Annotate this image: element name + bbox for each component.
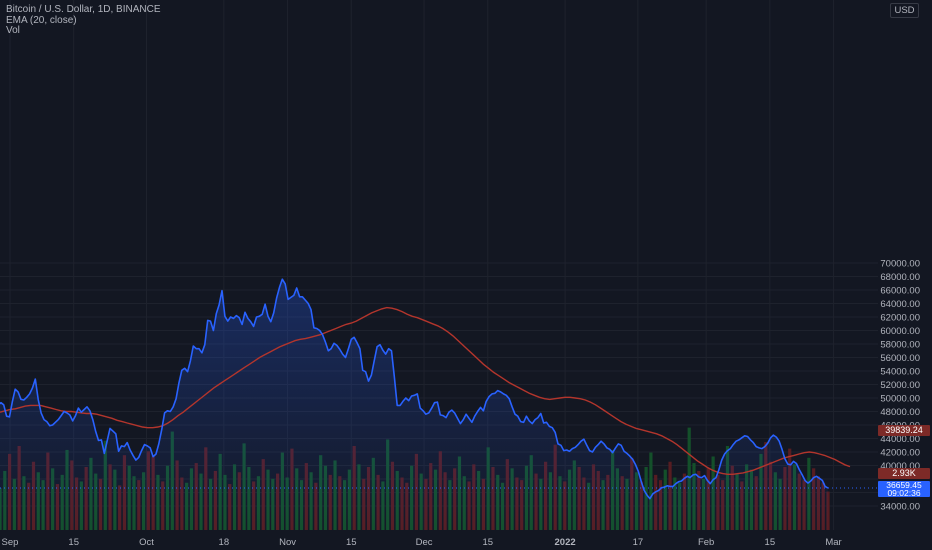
x-tick-label: 18 (219, 537, 230, 548)
price-value: 36659.45 (886, 480, 922, 490)
y-tick-label: 54000.00 (880, 367, 920, 378)
x-tick-label: 2022 (555, 537, 576, 548)
ema-value-tag: 39839.24 (878, 425, 930, 436)
y-tick-label: 52000.00 (880, 380, 920, 391)
price-value-tag: 36659.45 09:02:36 (878, 481, 930, 497)
y-tick-label: 58000.00 (880, 340, 920, 351)
x-tick-label: Dec (416, 537, 433, 548)
x-tick-label: 17 (633, 537, 644, 548)
price-area (0, 279, 828, 530)
y-tick-label: 50000.00 (880, 394, 920, 405)
x-tick-label: 15 (482, 537, 493, 548)
y-tick-label: 56000.00 (880, 353, 920, 364)
bar-countdown: 09:02:36 (887, 488, 921, 498)
ema-line-group (0, 306, 851, 475)
y-tick-label: 62000.00 (880, 313, 920, 324)
y-tick-label: 60000.00 (880, 326, 920, 337)
x-tick-label: 15 (68, 537, 79, 548)
time-axis-bg (0, 530, 932, 550)
x-tick-label: 15 (765, 537, 776, 548)
y-tick-label: 40000.00 (880, 461, 920, 472)
legend-vol[interactable]: Vol (6, 25, 20, 36)
price-axis-bg (878, 0, 932, 550)
x-tick-label: Mar (825, 537, 841, 548)
legend-ema[interactable]: EMA (20, close) (6, 14, 77, 26)
price-area-fill (0, 279, 828, 530)
y-tick-label: 34000.00 (880, 502, 920, 513)
ema-line (0, 306, 851, 475)
legend-symbol[interactable]: Bitcoin / U.S. Dollar, 1D, BINANCE (6, 4, 161, 15)
chart-legend: Bitcoin / U.S. Dollar, 1D, BINANCE EMA (… (6, 4, 161, 37)
x-tick-label: 15 (346, 537, 357, 548)
y-tick-label: 44000.00 (880, 434, 920, 445)
y-tick-label: 64000.00 (880, 299, 920, 310)
currency-label[interactable]: USD (890, 3, 919, 18)
price-line (0, 278, 829, 500)
y-tick-label: 68000.00 (880, 272, 920, 283)
x-tick-label: Nov (279, 537, 296, 548)
volume-value-tag: 2.93K (878, 468, 930, 479)
volume-bar (649, 452, 653, 530)
y-tick-label: 42000.00 (880, 448, 920, 459)
y-tick-label: 48000.00 (880, 407, 920, 418)
x-tick-label: Oct (139, 537, 154, 548)
y-tick-label: 70000.00 (880, 259, 920, 270)
x-tick-label: Sep (2, 537, 19, 548)
price-line-group (0, 278, 878, 500)
x-tick-label: Feb (698, 537, 714, 548)
y-tick-label: 66000.00 (880, 286, 920, 297)
